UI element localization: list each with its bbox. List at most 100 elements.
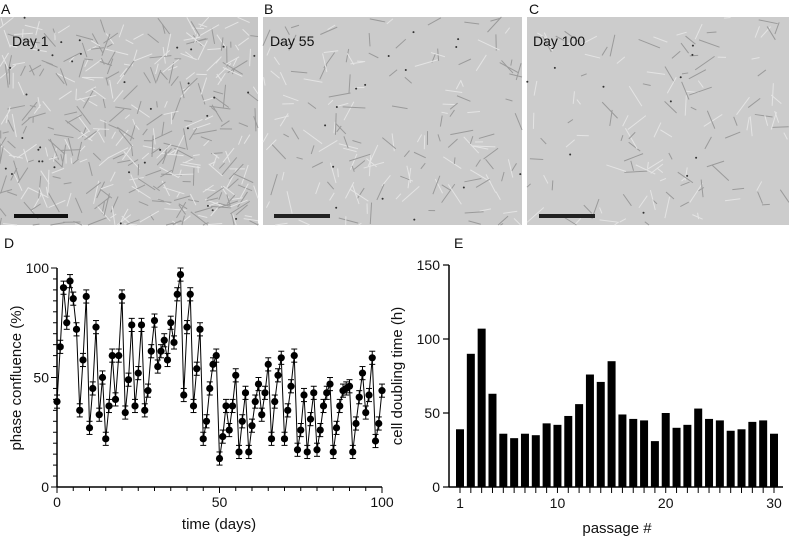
cell (449, 102, 458, 110)
cell (351, 184, 360, 205)
cell (200, 136, 213, 142)
cell (475, 178, 490, 188)
cell (112, 153, 125, 160)
cell (507, 159, 514, 178)
cell-debris (404, 69, 407, 72)
cell (565, 139, 575, 148)
bar (542, 423, 551, 487)
cell (17, 81, 25, 96)
cell (202, 222, 209, 226)
cell (138, 201, 149, 206)
cell (226, 194, 231, 207)
cell (2, 223, 18, 226)
cell (181, 215, 185, 226)
cell (197, 40, 208, 61)
cell (157, 17, 171, 35)
cell (156, 69, 162, 82)
cell (123, 60, 135, 76)
cell (32, 48, 47, 53)
cell (123, 85, 138, 100)
cell-debris (253, 54, 256, 57)
data-point (222, 402, 230, 410)
cell (11, 113, 17, 138)
cell (688, 69, 707, 80)
cell (320, 26, 338, 35)
cell (8, 154, 23, 159)
cell (5, 114, 9, 124)
cell (342, 106, 366, 109)
cell-debris (335, 105, 338, 108)
cell (85, 59, 102, 72)
cell (315, 182, 321, 195)
cell (103, 193, 110, 216)
cell (154, 49, 171, 65)
y-axis-label: phase confluence (%) (8, 305, 25, 450)
cell-debris (686, 174, 689, 177)
cell (733, 116, 738, 126)
cell (190, 21, 201, 36)
cell (192, 122, 211, 130)
scale-bar (14, 214, 68, 218)
cell (61, 144, 67, 168)
cell (87, 216, 108, 226)
cell (130, 104, 150, 118)
cell (218, 202, 230, 207)
data-point (319, 402, 328, 410)
cell (599, 207, 603, 214)
cell (137, 178, 156, 191)
data-point (66, 277, 74, 285)
cell (671, 50, 681, 59)
cell (310, 145, 315, 155)
cell (646, 159, 664, 170)
cell (57, 25, 70, 34)
cell (382, 137, 397, 150)
cell (93, 128, 110, 130)
x-tick-label: 50 (212, 494, 228, 510)
cell (656, 167, 664, 173)
cell (24, 24, 43, 31)
cell (42, 101, 51, 112)
bar (683, 424, 692, 487)
cell (233, 173, 254, 184)
cell (0, 175, 7, 194)
cell (192, 34, 202, 47)
cell (127, 159, 139, 166)
cell (58, 90, 72, 100)
cell (68, 55, 76, 63)
x-axis-label: passage # (582, 520, 652, 537)
cell (85, 182, 102, 195)
cell (247, 92, 259, 102)
cell (129, 176, 144, 181)
cell (616, 56, 626, 64)
data-point (206, 384, 214, 393)
cell (757, 69, 767, 77)
data-point (352, 419, 360, 428)
cell (207, 48, 221, 51)
cell (564, 30, 579, 42)
cell (77, 141, 83, 159)
cell (206, 58, 220, 72)
cell-debris (39, 146, 42, 149)
cell (183, 36, 201, 41)
cell (290, 70, 308, 74)
data-point (154, 362, 162, 371)
data-point (215, 454, 224, 463)
cell (500, 223, 504, 226)
cell (681, 81, 690, 100)
cell (152, 128, 156, 145)
data-point (167, 319, 175, 327)
cell (501, 171, 505, 182)
cell (279, 113, 289, 127)
data-point (336, 402, 344, 410)
cell (105, 77, 109, 86)
cell (47, 126, 55, 130)
cell (620, 135, 624, 142)
cell (157, 181, 166, 189)
cell (650, 163, 664, 174)
cell (237, 191, 248, 208)
cell (684, 95, 687, 116)
cell (270, 173, 278, 196)
cell-debris (569, 153, 572, 156)
cell (455, 80, 462, 90)
cell (697, 212, 700, 220)
